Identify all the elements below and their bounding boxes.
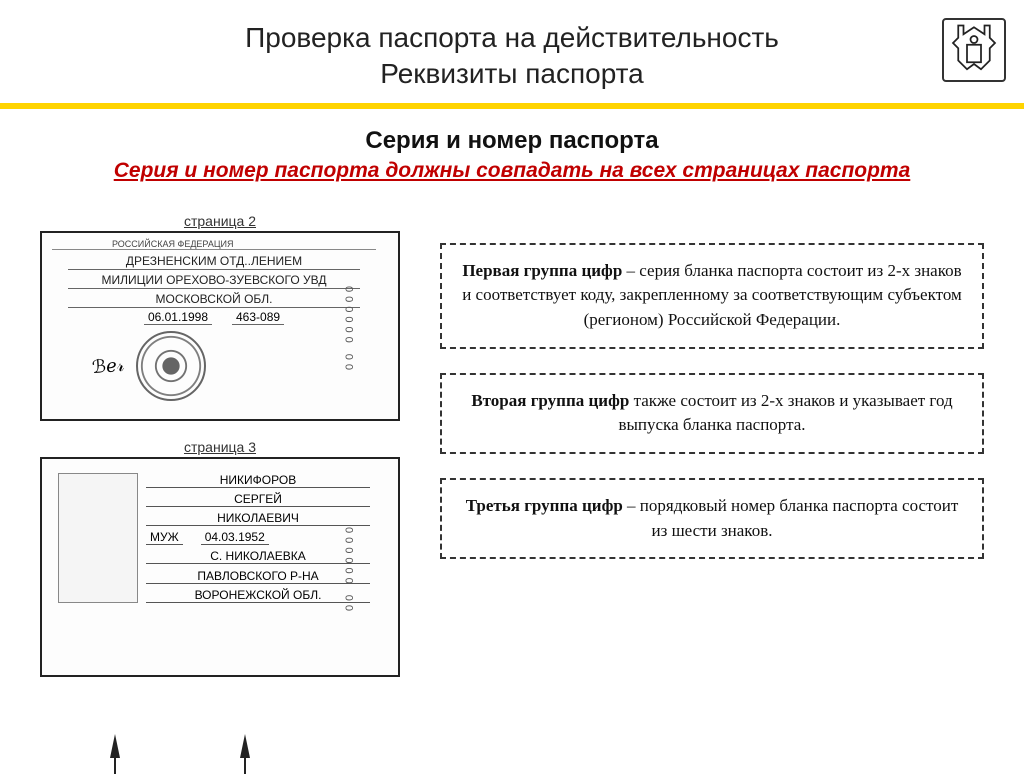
- p3-bp1: С. НИКОЛАЕВКА: [146, 549, 370, 564]
- arrow-up-icon: [240, 734, 250, 758]
- page2-seal-row: ℬℯ𝓇: [92, 331, 376, 401]
- page2-issuer3: МОСКОВСКОЙ ОБЛ.: [68, 291, 360, 308]
- page3-label: страница 3: [40, 439, 400, 455]
- page2-code: 463-089: [232, 310, 284, 325]
- passport-page-3: страница 3 НИКИФОРОВ СЕРГЕЙ НИКОЛАЕВИЧ М…: [40, 439, 400, 677]
- page2-issuer1: ДРЕЗНЕНСКИМ ОТД..ЛЕНИЕМ: [68, 253, 360, 270]
- signature-icon: ℬℯ𝓇: [91, 355, 125, 378]
- passport-previews: страница 2 РОССИЙСКАЯ ФЕДЕРАЦИЯ ДРЕЗНЕНС…: [40, 213, 400, 677]
- section-title: Серия и номер паспорта: [20, 127, 1004, 155]
- page2-date: 06.01.1998: [144, 310, 212, 325]
- p3-dob: 04.03.1952: [201, 530, 269, 545]
- header-title: Проверка паспорта на действительность Ре…: [100, 20, 924, 93]
- info-box-2: Вторая группа цифр также состоит из 2-х …: [440, 373, 984, 454]
- page2-doc: РОССИЙСКАЯ ФЕДЕРАЦИЯ ДРЕЗНЕНСКИМ ОТД..ЛЕ…: [40, 231, 400, 421]
- passport-page-2: страница 2 РОССИЙСКАЯ ФЕДЕРАЦИЯ ДРЕЗНЕНС…: [40, 213, 400, 421]
- info-box-3: Третья группа цифр – порядковый номер бл…: [440, 478, 984, 559]
- round-seal-icon: [136, 331, 206, 401]
- info3-text: – порядковый номер бланка паспорта состо…: [623, 496, 958, 540]
- p3-sex-dob: МУЖ 04.03.1952: [146, 530, 370, 545]
- info2-bold: Вторая группа цифр: [471, 391, 629, 410]
- header-line2: Реквизиты паспорта: [380, 58, 644, 89]
- page2-issuer2: МИЛИЦИИ ОРЕХОВО-ЗУЕВСКОГО УВД: [68, 272, 360, 289]
- page2-label: страница 2: [40, 213, 400, 229]
- main-row: страница 2 РОССИЙСКАЯ ФЕДЕРАЦИЯ ДРЕЗНЕНС…: [20, 213, 1004, 677]
- p3-bp3: ВОРОНЕЖСКОЙ ОБЛ.: [146, 588, 370, 603]
- photo-placeholder-icon: [58, 473, 138, 603]
- page3-doc: НИКИФОРОВ СЕРГЕЙ НИКОЛАЕВИЧ МУЖ 04.03.19…: [40, 457, 400, 677]
- info3-bold: Третья группа цифр: [466, 496, 623, 515]
- p3-name: СЕРГЕЙ: [146, 492, 370, 507]
- info1-bold: Первая группа цифр: [462, 261, 622, 280]
- arrow-up-icon: [110, 734, 120, 758]
- page2-serial: 00 000000: [344, 282, 356, 370]
- p3-sex: МУЖ: [146, 530, 183, 545]
- slide-header: Проверка паспорта на действительность Ре…: [0, 0, 1024, 103]
- page3-grid: НИКИФОРОВ СЕРГЕЙ НИКОЛАЕВИЧ МУЖ 04.03.19…: [52, 465, 376, 611]
- header-line1: Проверка паспорта на действительность: [245, 22, 779, 53]
- corner-logo: [942, 18, 1006, 82]
- info-box-1: Первая группа цифр – серия бланка паспор…: [440, 243, 984, 349]
- p3-surname: НИКИФОРОВ: [146, 473, 370, 488]
- explanation-column: Первая группа цифр – серия бланка паспор…: [440, 213, 984, 677]
- pointer-arrows: [110, 734, 250, 758]
- p3-bp2: ПАВЛОВСКОГО Р-НА: [146, 569, 370, 584]
- info2-text: также состоит из 2-х знаков и указывает …: [618, 391, 952, 435]
- page3-serial: 00 000000: [344, 523, 356, 611]
- p3-patronymic: НИКОЛАЕВИЧ: [146, 511, 370, 526]
- coat-of-arms-icon: [946, 22, 1002, 78]
- page2-rf: РОССИЙСКАЯ ФЕДЕРАЦИЯ: [52, 239, 376, 250]
- content-area: Серия и номер паспорта Серия и номер пас…: [0, 109, 1024, 677]
- section-subtitle: Серия и номер паспорта должны совпадать …: [20, 159, 1004, 183]
- page2-date-code: 06.01.1998 463-089: [68, 310, 360, 325]
